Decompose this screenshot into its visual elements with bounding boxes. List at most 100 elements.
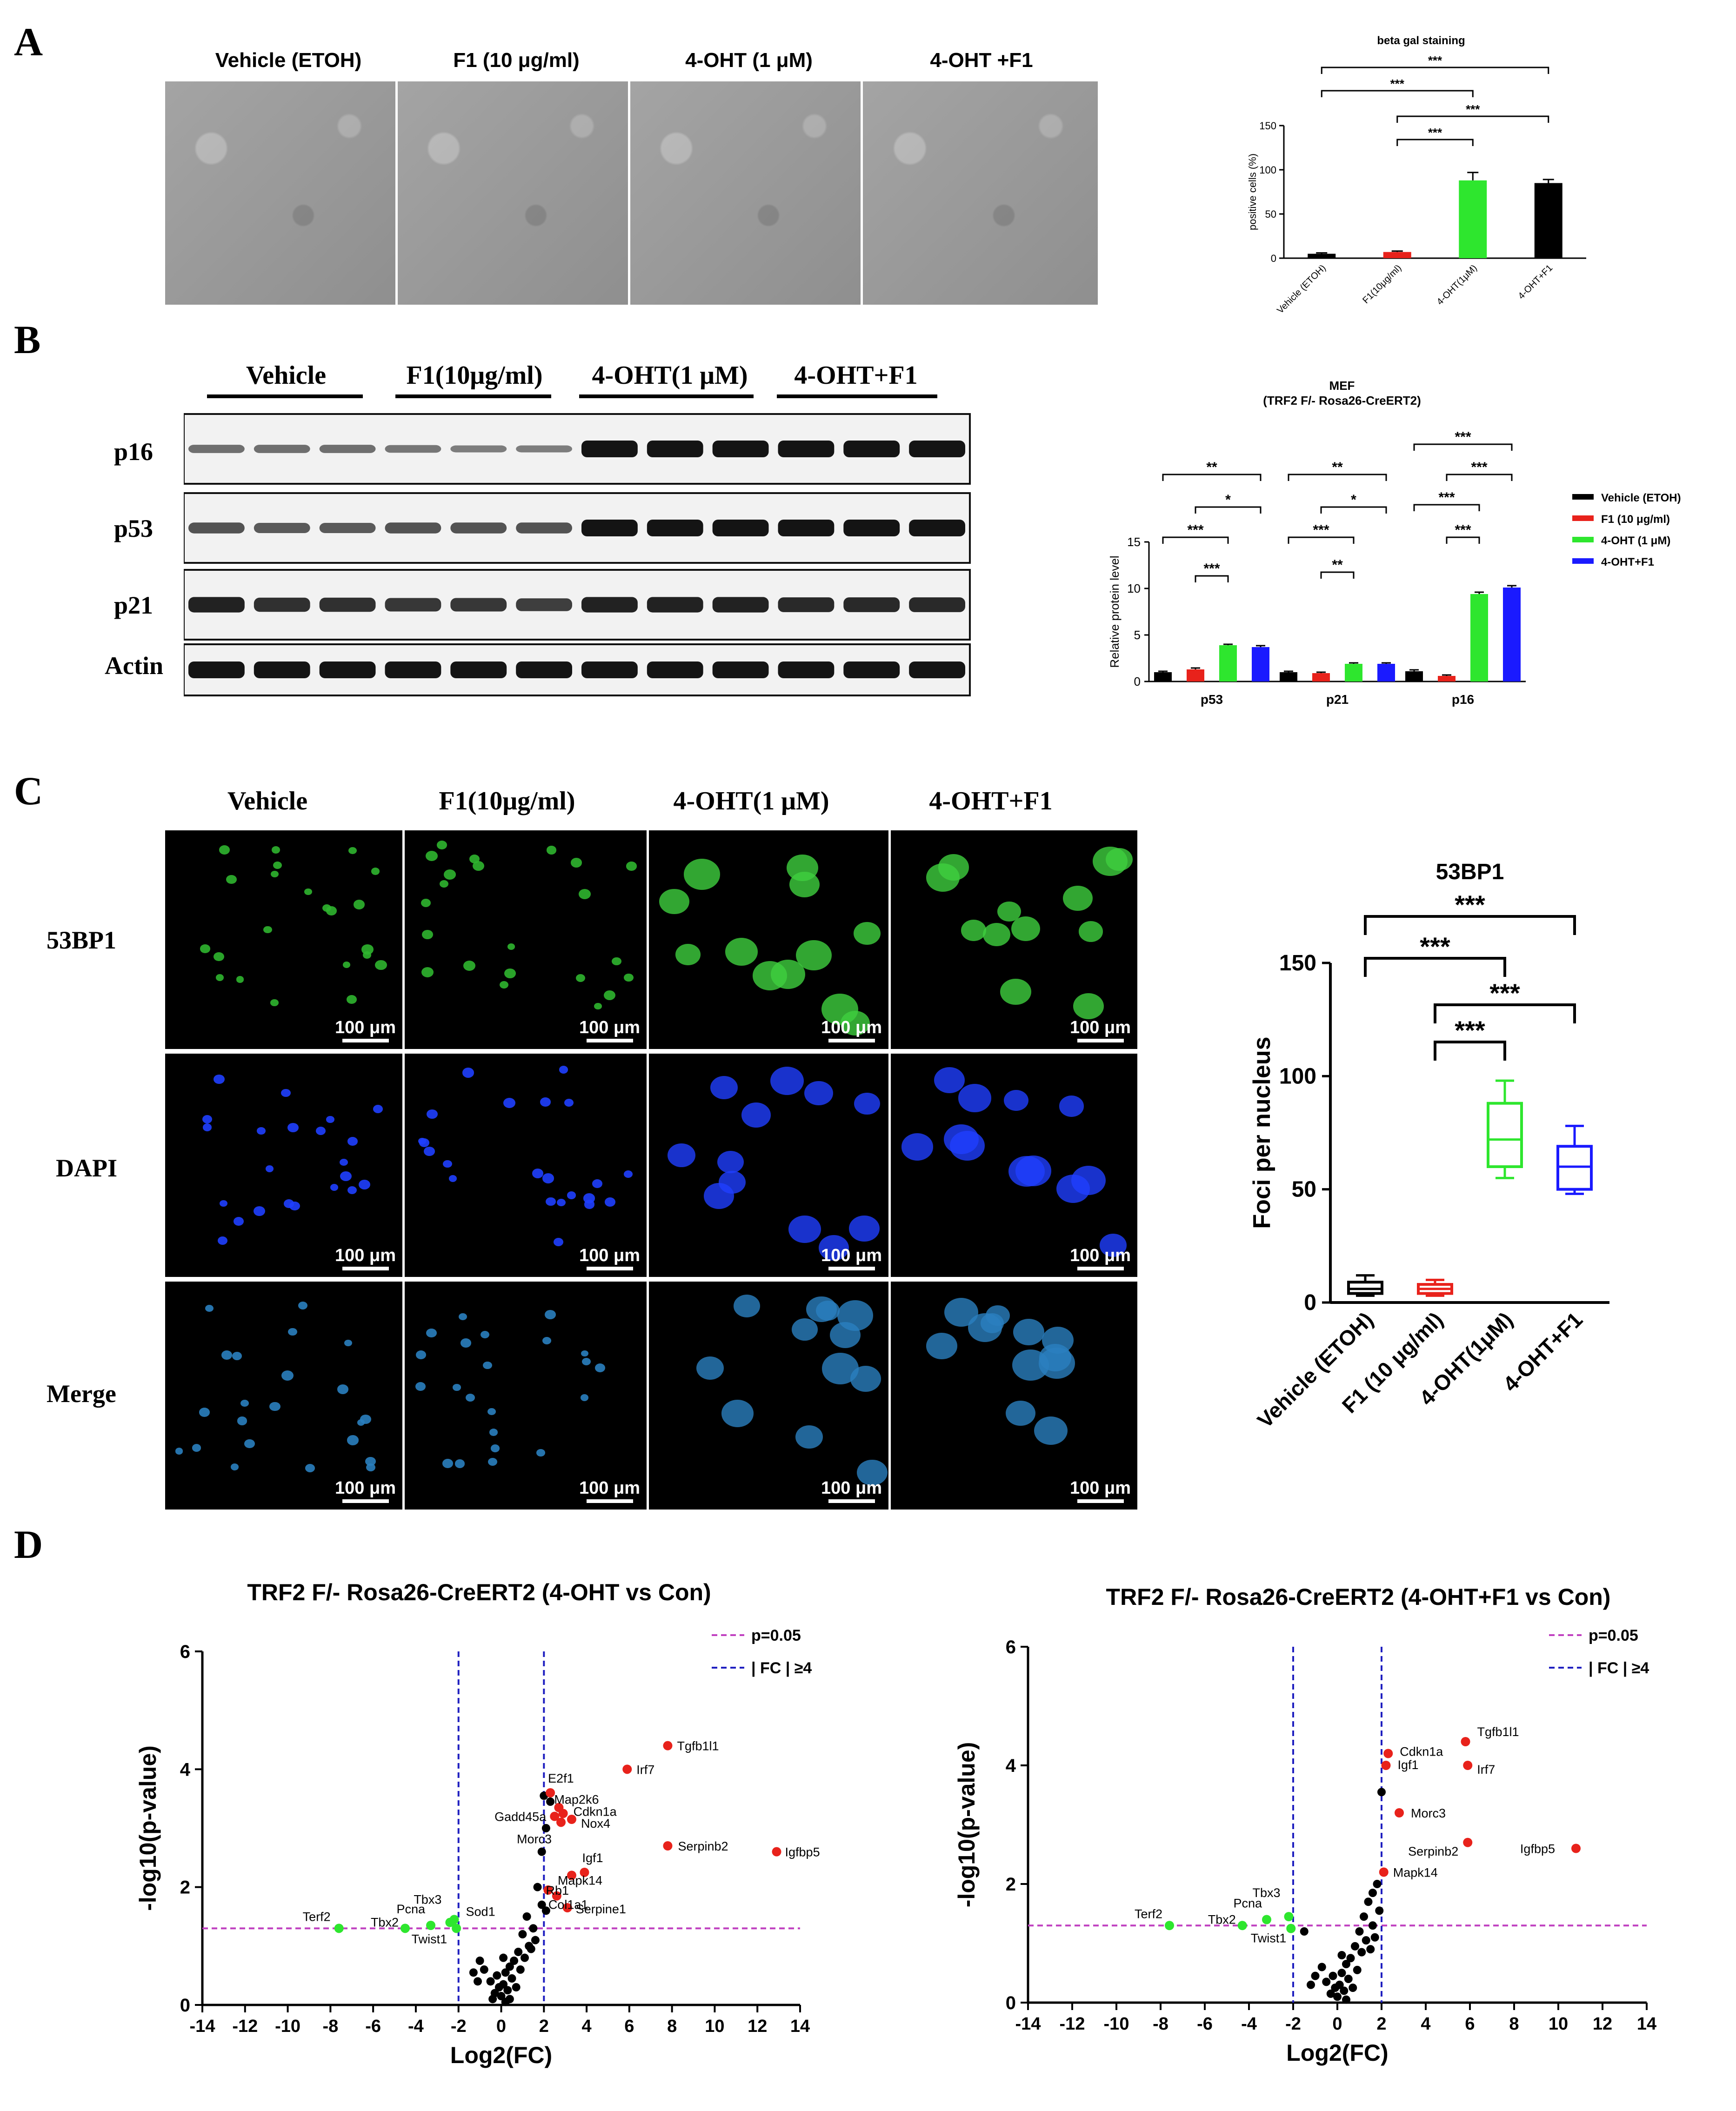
- data-point: [1379, 1867, 1389, 1877]
- blot-band: [319, 661, 376, 678]
- data-point: [546, 1788, 555, 1797]
- nucleus: [490, 1444, 500, 1452]
- data-point: [1351, 1942, 1359, 1951]
- nucleus: [265, 1165, 274, 1172]
- nucleus: [604, 1197, 616, 1207]
- x-tick-label: 4: [1421, 2014, 1430, 2034]
- x-tick-label: 6: [1465, 2014, 1475, 2034]
- scale-bar-label: 100 μm: [821, 1018, 882, 1037]
- nucleus: [365, 1456, 376, 1466]
- panel-a-col-label: Vehicle (ETOH): [215, 49, 362, 72]
- data-point: [1311, 1971, 1320, 1980]
- data-point: [1333, 1992, 1342, 2001]
- scale-bar-label: 100 μm: [1070, 1018, 1131, 1037]
- nucleus: [612, 957, 622, 966]
- blot-band: [712, 520, 769, 536]
- significance-bracket: [1364, 915, 1576, 935]
- point-label: Terf2: [1135, 1907, 1162, 1921]
- x-tick-label: 0: [1332, 2014, 1342, 2034]
- nucleus: [542, 1173, 554, 1183]
- point-label: Cdkn1a: [1400, 1745, 1443, 1759]
- data-point: [1300, 1927, 1309, 1936]
- fluorescence-image: 100 μm: [891, 1054, 1137, 1277]
- scale-bar-line: [1077, 1267, 1124, 1270]
- panel-c-col-label: F1(10μg/ml): [439, 787, 575, 815]
- x-tick-label: -8: [322, 2017, 338, 2036]
- data-point: [1342, 1960, 1350, 1969]
- nucleus: [244, 1439, 255, 1449]
- blot-band: [843, 520, 900, 536]
- nucleus: [487, 1408, 496, 1416]
- scale-bar-line: [1077, 1039, 1124, 1042]
- nucleus: [326, 906, 337, 915]
- x-tick-label: 4: [582, 2017, 592, 2036]
- significance-label: *: [1225, 492, 1231, 508]
- bar: [1470, 594, 1488, 681]
- x-tick-label: -4: [408, 2017, 424, 2036]
- data-point: [1326, 1989, 1335, 1998]
- y-tick-label: 150: [1279, 951, 1316, 975]
- data-point: [501, 1968, 510, 1977]
- nucleus: [287, 1122, 299, 1132]
- nucleus: [288, 1328, 297, 1336]
- nucleus: [465, 1394, 475, 1402]
- point-label: Igfbp5: [785, 1845, 820, 1859]
- nucleus: [236, 976, 244, 983]
- significance-bracket: [1195, 506, 1262, 514]
- nucleus: [717, 1151, 744, 1174]
- data-point: [334, 1924, 344, 1933]
- nucleus: [540, 1097, 551, 1107]
- nucleus: [795, 1425, 823, 1449]
- significance-bracket: [1446, 536, 1480, 544]
- scale-bar-label: 100 μm: [821, 1478, 882, 1498]
- bar: [1252, 647, 1269, 681]
- legend-label: p=0.05: [751, 1627, 801, 1644]
- nucleus: [427, 1109, 438, 1119]
- nucleus: [462, 1068, 474, 1078]
- nucleus: [419, 1138, 430, 1148]
- nucleus: [854, 1093, 880, 1115]
- data-point: [510, 1957, 519, 1965]
- blot-band: [188, 597, 245, 613]
- x-tick-label: -14: [190, 2017, 215, 2036]
- x-tick-label: -10: [275, 2017, 300, 2036]
- scale-bar: 100 μm: [579, 1478, 640, 1503]
- data-point: [1461, 1737, 1470, 1746]
- nucleus: [1079, 921, 1103, 942]
- x-tick-label: 14: [790, 2017, 810, 2036]
- nucleus: [443, 869, 456, 880]
- point-label: Map2k6: [554, 1793, 599, 1807]
- scale-bar: 100 μm: [1070, 1246, 1131, 1270]
- nucleus: [263, 926, 272, 934]
- volcano-plot-4oht: TRF2 F/- Rosa26-CreERT2 (4-OHT vs Con) 0 2…: [135, 1579, 820, 2068]
- blot-band: [450, 522, 507, 534]
- significance-label: **: [1206, 460, 1217, 475]
- x-tick-label: -6: [1197, 2014, 1213, 2034]
- nucleus: [559, 1066, 568, 1074]
- data-point: [497, 1992, 506, 2000]
- bar: [1312, 673, 1330, 681]
- panel-letter-b: B: [14, 317, 41, 362]
- blot-band: [516, 445, 572, 453]
- beta-gal-chart: beta gal staining 0 50 100 150 positive cells…: [1247, 34, 1586, 316]
- nucleus: [437, 840, 447, 849]
- nucleus: [347, 1435, 359, 1445]
- significance-label: *: [1351, 492, 1356, 508]
- nucleus: [719, 1170, 746, 1194]
- data-point: [1366, 1945, 1375, 1954]
- nucleus: [815, 1300, 840, 1321]
- bar: [1345, 664, 1362, 681]
- fluorescence-image: 100 μm: [165, 1054, 402, 1277]
- significance-label: ***: [1471, 460, 1487, 475]
- data-point: [1317, 1963, 1326, 1971]
- y-tick-label: 15: [1127, 535, 1141, 549]
- blot-band: [647, 661, 703, 678]
- x-tick-label: 12: [748, 2017, 767, 2036]
- nucleus: [298, 1302, 307, 1310]
- blot-band: [450, 661, 507, 678]
- significance-label: ***: [1187, 522, 1203, 538]
- significance-label: ***: [1390, 77, 1405, 91]
- nucleus: [205, 1304, 214, 1312]
- y-tick-label: 0: [1271, 253, 1276, 264]
- blot-band: [581, 520, 638, 536]
